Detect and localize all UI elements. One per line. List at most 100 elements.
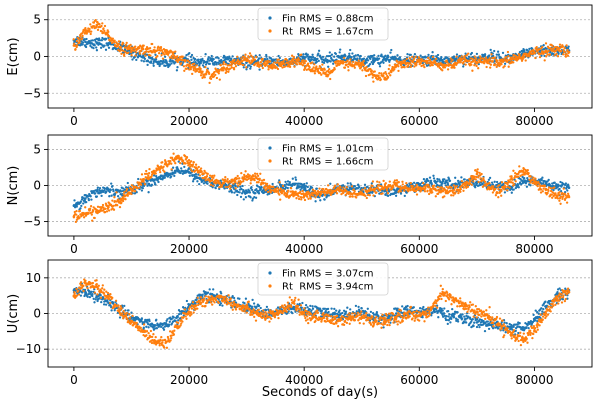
data-point — [186, 59, 190, 62]
data-point — [526, 169, 529, 172]
data-point — [282, 60, 285, 63]
data-point — [419, 54, 422, 57]
data-point — [323, 198, 326, 201]
data-point — [497, 184, 501, 187]
data-point — [269, 191, 272, 194]
data-point — [412, 181, 416, 184]
data-point — [496, 191, 499, 195]
data-point — [460, 55, 463, 58]
data-point — [271, 182, 274, 186]
data-point — [417, 56, 421, 59]
data-point — [487, 59, 490, 63]
data-point — [145, 169, 148, 173]
data-point — [174, 162, 177, 165]
data-point — [403, 61, 406, 64]
data-point — [357, 63, 360, 66]
data-point — [337, 55, 341, 58]
data-point — [140, 173, 144, 176]
data-point — [365, 65, 368, 69]
data-point — [252, 174, 255, 178]
data-point — [226, 177, 229, 181]
data-point — [547, 49, 550, 53]
data-point — [441, 58, 444, 62]
data-point — [262, 178, 266, 182]
data-point — [512, 61, 515, 64]
data-point — [239, 185, 242, 189]
data-point — [377, 54, 380, 58]
data-point — [97, 37, 101, 40]
data-point — [103, 24, 107, 28]
data-point — [90, 30, 93, 33]
data-point — [104, 207, 107, 210]
data-point — [213, 70, 216, 74]
data-point — [294, 176, 297, 179]
data-point — [130, 311, 133, 314]
data-point — [318, 71, 322, 75]
data-point — [147, 174, 150, 177]
data-point — [195, 64, 198, 67]
data-point — [312, 56, 315, 59]
data-point — [455, 53, 459, 56]
data-point — [388, 64, 391, 67]
data-point — [567, 45, 570, 48]
data-point — [320, 73, 323, 76]
data-point — [425, 62, 428, 65]
data-point — [211, 184, 215, 187]
data-point — [472, 180, 475, 183]
data-point — [163, 176, 166, 179]
data-point — [332, 62, 335, 65]
data-point — [371, 76, 374, 79]
data-point — [107, 34, 110, 38]
data-point — [533, 179, 536, 183]
data-point — [183, 165, 186, 169]
data-point — [380, 72, 383, 75]
data-point — [261, 66, 264, 70]
data-point — [419, 62, 422, 65]
data-point — [265, 182, 269, 186]
data-point — [357, 59, 360, 62]
data-point — [268, 64, 271, 68]
data-point — [253, 172, 257, 175]
data-point — [89, 205, 93, 208]
data-point — [83, 38, 86, 41]
data-point — [245, 66, 248, 69]
data-point — [204, 53, 207, 56]
data-point — [265, 55, 268, 58]
data-point — [205, 175, 209, 178]
data-point — [210, 74, 214, 77]
data-point — [84, 40, 87, 44]
data-point — [215, 76, 219, 80]
data-point — [384, 54, 387, 57]
data-point — [107, 189, 110, 192]
data-point — [81, 41, 85, 44]
data-point — [386, 76, 390, 79]
data-point — [337, 62, 341, 66]
data-point — [504, 186, 507, 189]
data-point — [356, 57, 359, 60]
data-point — [155, 327, 159, 330]
data-point — [409, 189, 412, 192]
data-point — [189, 55, 193, 59]
data-point — [521, 179, 525, 183]
data-point — [151, 42, 154, 46]
data-point — [490, 181, 494, 184]
data-point — [235, 60, 238, 63]
data-point — [156, 49, 159, 52]
data-point — [511, 56, 514, 59]
data-point — [291, 177, 294, 180]
data-point — [443, 195, 446, 198]
data-point — [288, 65, 292, 69]
data-point — [327, 65, 330, 68]
data-point — [208, 72, 211, 76]
data-point — [445, 59, 448, 62]
data-point — [364, 194, 367, 198]
data-point — [240, 57, 243, 60]
data-point — [405, 57, 408, 61]
data-point — [267, 68, 270, 71]
data-point — [449, 57, 452, 60]
data-point — [187, 161, 191, 165]
data-point — [427, 183, 430, 187]
data-point — [489, 63, 493, 66]
data-point — [529, 184, 532, 187]
